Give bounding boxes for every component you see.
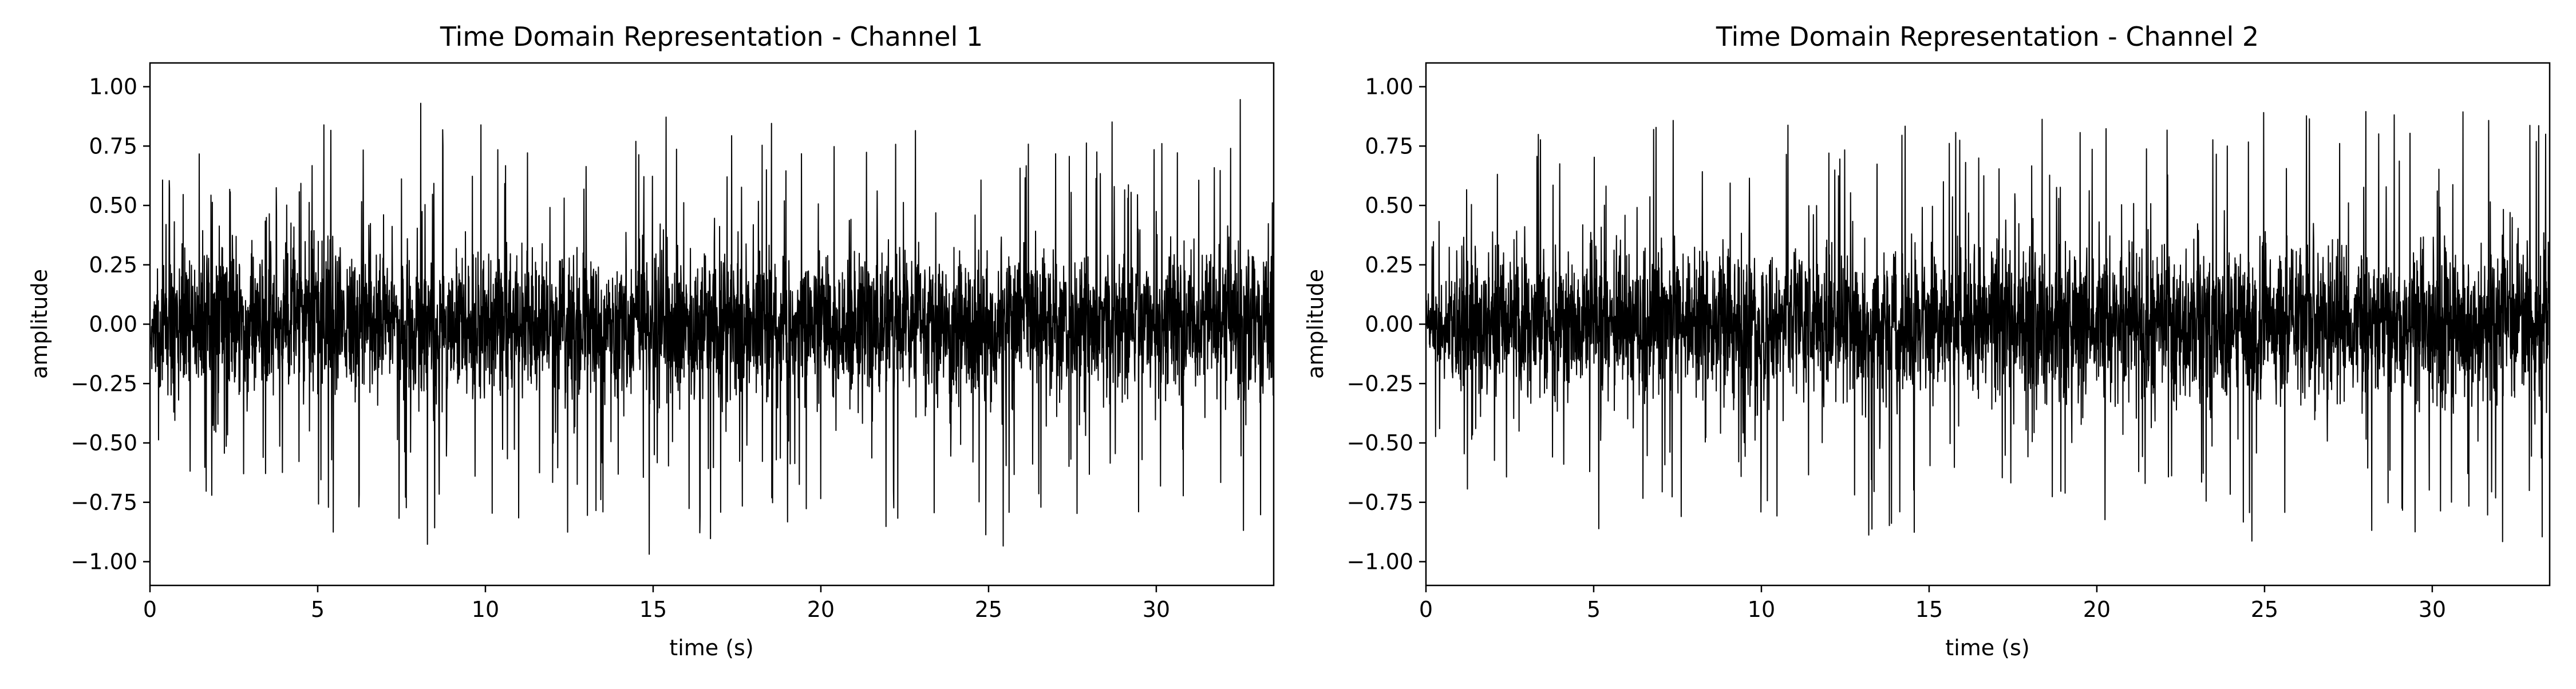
x-tick-label: 10 xyxy=(472,597,499,622)
x-tick-label: 15 xyxy=(639,597,667,622)
y-tick-label: 0.50 xyxy=(89,193,137,218)
x-tick-label: 30 xyxy=(1143,597,1170,622)
x-tick-label: 15 xyxy=(1915,597,1943,622)
y-tick-label: −0.25 xyxy=(1347,371,1413,396)
y-axis-ticks-2: −1.00 −0.75 −0.50 −0.25 0.00 0.25 0.50 0.75 1.00 xyxy=(1347,74,1426,575)
y-tick-label: 0.25 xyxy=(1365,252,1413,278)
x-tick-label: 0 xyxy=(143,597,157,622)
y-tick-label: −0.25 xyxy=(71,371,137,396)
y-tick-label: −0.50 xyxy=(1347,430,1413,456)
x-tick-label: 0 xyxy=(1419,597,1433,622)
y-tick-label: 1.00 xyxy=(1365,74,1413,100)
waveform-trace-1 xyxy=(149,98,1274,555)
x-tick-label: 25 xyxy=(975,597,1002,622)
y-tick-label: 0.50 xyxy=(1365,193,1413,218)
y-tick-label: 1.00 xyxy=(89,74,137,100)
x-tick-label: 25 xyxy=(2251,597,2278,622)
y-axis-ticks-1: −1.00 −0.75 −0.50 −0.25 0.00 0.25 0.50 0.75 1.00 xyxy=(71,74,150,575)
x-axis-ticks-1: 0 5 10 15 20 25 30 xyxy=(143,585,1170,622)
y-tick-label: 0.25 xyxy=(89,252,137,278)
y-tick-label: −0.75 xyxy=(1347,490,1413,515)
waveform-line-1 xyxy=(149,98,1274,555)
chart-title-2: Time Domain Representation - Channel 2 xyxy=(1716,21,2259,52)
y-tick-label: −0.50 xyxy=(71,430,137,456)
x-tick-label: 20 xyxy=(807,597,835,622)
y-axis-label-2: amplitude xyxy=(1303,269,1328,379)
y-tick-label: −1.00 xyxy=(1347,549,1413,575)
x-axis-label-2: time (s) xyxy=(1945,635,2029,660)
waveform-trace-2 xyxy=(1425,111,2550,543)
y-tick-label: −0.75 xyxy=(71,490,137,515)
plot-frame-1 xyxy=(149,62,1275,587)
waveform-line-2 xyxy=(1425,111,2550,543)
x-tick-label: 5 xyxy=(1587,597,1601,622)
y-tick-label: 0.00 xyxy=(89,312,137,337)
chart-title-1: Time Domain Representation - Channel 1 xyxy=(440,21,983,52)
x-tick-label: 30 xyxy=(2419,597,2446,622)
y-tick-label: 0.75 xyxy=(1365,133,1413,159)
x-axis-ticks-2: 0 5 10 15 20 25 30 xyxy=(1419,585,2446,622)
plot-frame-2 xyxy=(1425,62,2551,587)
x-tick-label: 10 xyxy=(1748,597,1775,622)
chart-panel-1: Time Domain Representation - Channel 1 0… xyxy=(27,21,1275,660)
y-axis-label-1: amplitude xyxy=(27,269,52,379)
y-tick-label: −1.00 xyxy=(71,549,137,575)
y-tick-label: 0.00 xyxy=(1365,312,1413,337)
x-tick-label: 20 xyxy=(2083,597,2111,622)
x-tick-label: 5 xyxy=(311,597,325,622)
chart-panel-2: Time Domain Representation - Channel 2 0… xyxy=(1303,21,2551,660)
y-tick-label: 0.75 xyxy=(89,133,137,159)
x-axis-label-1: time (s) xyxy=(669,635,753,660)
